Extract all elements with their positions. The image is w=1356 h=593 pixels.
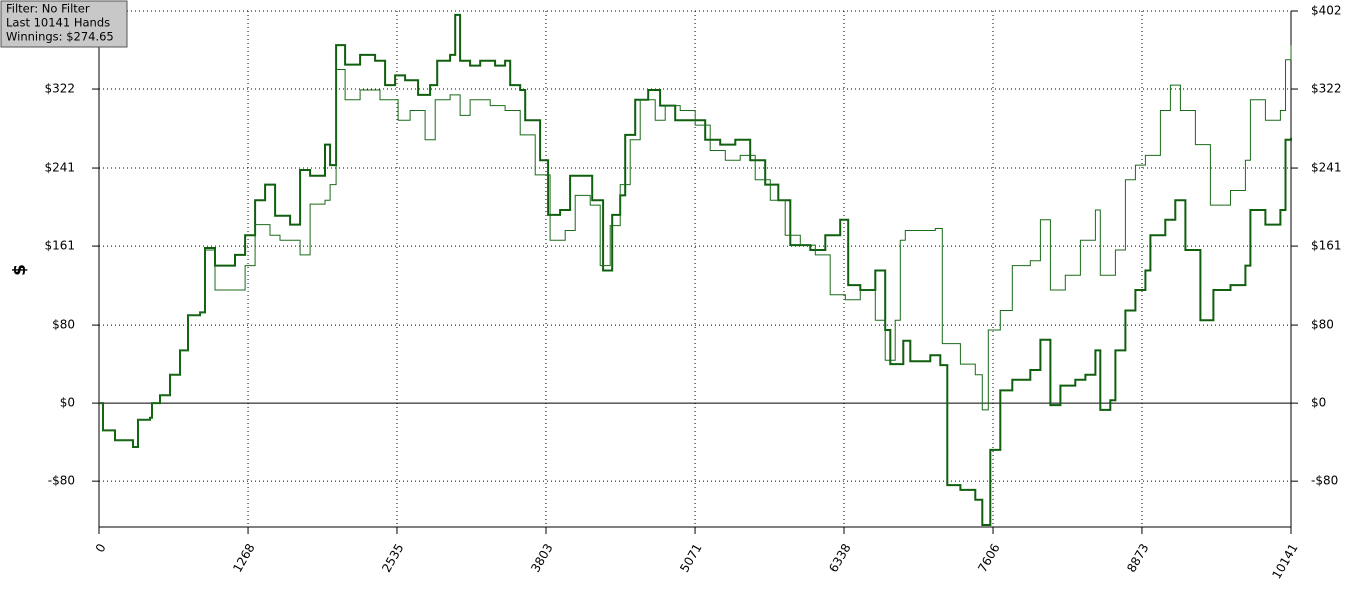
y-tick-label: $241: [44, 161, 75, 175]
info-box: [0, 0, 128, 48]
y-tick-label-right: $402: [1311, 4, 1342, 18]
y-tick-label: $322: [44, 82, 75, 96]
y-tick-label: $0: [60, 396, 75, 410]
info-text: Filter: No Filter: [6, 2, 90, 16]
y-axis-label: $: [10, 264, 30, 276]
x-tick-label: 5071: [677, 541, 704, 574]
x-tick-label: 10141: [1269, 541, 1300, 581]
x-tick-label: 0: [93, 541, 109, 555]
y-tick-label-right: -$80: [1311, 474, 1338, 488]
y-tick-label: $161: [44, 239, 75, 253]
y-tick-label-right: $80: [1311, 318, 1334, 332]
series-line: [99, 45, 1292, 448]
info-text: Last 10141 Hands: [6, 16, 110, 30]
y-tick-label: -$80: [48, 474, 75, 488]
x-tick-label: 7606: [975, 541, 1002, 574]
x-tick-label: 8873: [1124, 541, 1151, 574]
info-text: Winnings: $274.65: [6, 30, 114, 44]
x-tick-label: 2535: [379, 541, 406, 574]
y-tick-label-right: $241: [1311, 161, 1342, 175]
y-tick-label-right: $322: [1311, 82, 1342, 96]
plot-area: [99, 11, 1291, 527]
y-tick-label-right: $0: [1311, 396, 1326, 410]
x-tick-label: 1268: [230, 541, 257, 574]
y-tick-label-right: $161: [1311, 239, 1342, 253]
series-line: [99, 13, 1292, 526]
x-tick-label: 6338: [826, 541, 853, 574]
y-tick-label: $80: [52, 318, 75, 332]
x-tick-label: 3803: [528, 541, 555, 574]
